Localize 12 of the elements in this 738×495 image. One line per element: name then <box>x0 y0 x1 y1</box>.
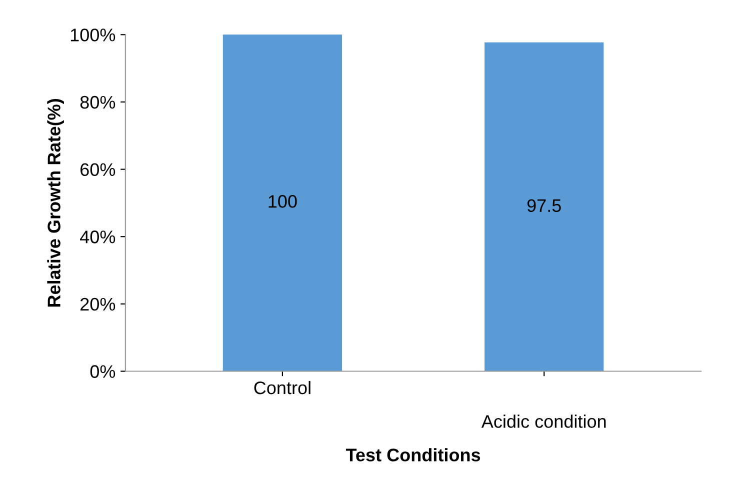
x-tick-label: Control <box>254 380 310 394</box>
y-tick-label: 40% <box>80 230 116 244</box>
x-tick-label: Acidic condition <box>481 414 606 428</box>
y-tick-label: 60% <box>80 163 116 176</box>
y-tick-label: 100% <box>70 28 116 42</box>
x-axis-title: Test Conditions <box>346 448 480 462</box>
data-label: 97.5 <box>527 199 561 212</box>
y-axis-title: Relative Growth Rate(%) <box>47 99 64 307</box>
y-tick-label: 20% <box>80 298 116 311</box>
y-tick-label: 0% <box>90 365 116 378</box>
data-label: 100 <box>268 195 297 208</box>
y-tick-label: 80% <box>80 96 116 109</box>
